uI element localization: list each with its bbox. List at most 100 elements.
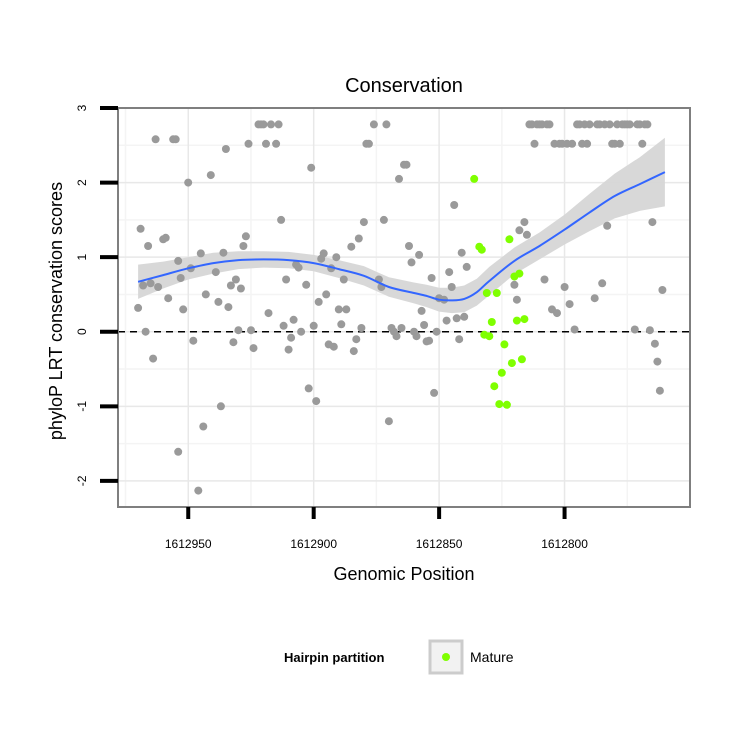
data-point-other (262, 139, 270, 148)
data-point-mature (517, 355, 526, 364)
data-point-other (650, 339, 659, 348)
data-point-other (565, 300, 574, 309)
data-point-other (211, 268, 220, 277)
data-point-other (417, 306, 426, 315)
data-point-other (287, 333, 296, 342)
data-point-other (568, 139, 577, 148)
data-point-other (174, 447, 183, 456)
data-point-other (201, 290, 210, 299)
data-point-other (430, 388, 439, 397)
data-point-other (206, 171, 215, 180)
data-point-other (229, 338, 238, 347)
data-point-other (134, 303, 143, 312)
x-axis-title: Genomic Position (333, 564, 474, 584)
data-point-other (352, 335, 361, 344)
data-point-other (379, 215, 388, 224)
x-tick-label: 1612950 (165, 537, 212, 551)
data-point-other (515, 226, 524, 235)
legend-key-mature-icon (442, 653, 450, 661)
data-point-other (196, 249, 205, 258)
legend-title: Hairpin partition (284, 650, 384, 665)
data-point-other (337, 320, 346, 329)
data-point-other (630, 325, 639, 334)
legend: Hairpin partition Mature (284, 639, 514, 675)
data-point-other (216, 402, 225, 411)
y-tick-label: 2 (75, 179, 89, 186)
data-point-other (259, 120, 268, 129)
data-point-other (349, 347, 358, 356)
data-point-mature (507, 359, 516, 368)
data-point-other (284, 345, 293, 354)
data-point-other (314, 297, 323, 306)
data-point-other (144, 242, 153, 250)
data-point-other (583, 139, 592, 148)
data-point-other (249, 344, 258, 353)
data-point-other (643, 120, 652, 129)
data-point-other (302, 280, 311, 289)
data-point-other (392, 332, 401, 341)
data-point-other (139, 281, 148, 290)
data-point-other (648, 218, 657, 227)
data-point-other (510, 280, 519, 289)
data-point-other (658, 286, 667, 294)
data-point-other (615, 139, 624, 148)
data-point-other (402, 160, 411, 169)
data-point-other (241, 232, 250, 241)
data-point-other (420, 321, 429, 329)
data-point-other (164, 294, 173, 303)
data-point-other (442, 316, 451, 325)
data-point-other (369, 120, 378, 129)
y-tick-label: -1 (75, 401, 89, 412)
y-tick-label: 1 (75, 254, 89, 261)
data-point-other (174, 256, 183, 265)
data-point-other (267, 120, 275, 129)
data-point-other (570, 325, 579, 334)
data-point-other (239, 242, 248, 250)
data-point-other (342, 305, 351, 314)
data-point-other (234, 326, 243, 335)
data-point-other (405, 242, 413, 250)
data-point-other (231, 275, 240, 284)
data-point-other (462, 262, 471, 271)
data-point-other (247, 326, 255, 335)
data-point-other (415, 250, 424, 259)
data-point-other (199, 422, 208, 431)
data-point-other (553, 309, 561, 318)
y-axis-title: phyloP LRT conservation scores (46, 182, 66, 440)
data-point-mature (500, 340, 509, 349)
data-point-other (194, 486, 203, 495)
data-point-other (530, 139, 539, 148)
x-axis-ticks: 1612950 1612900 1612850 1612800 (165, 507, 588, 551)
data-point-other (221, 145, 230, 153)
data-point-other (309, 321, 318, 330)
data-point-other (407, 258, 416, 267)
data-point-other (452, 314, 461, 323)
data-point-other (329, 342, 338, 351)
confidence-band-layer (138, 137, 665, 314)
data-point-other (460, 312, 469, 321)
data-point-other (432, 327, 441, 336)
data-point-other (447, 283, 456, 291)
data-point-other (590, 294, 599, 303)
data-point-other (161, 233, 170, 242)
data-point-other (625, 120, 634, 129)
data-point-other (219, 248, 228, 257)
data-point-mature (492, 289, 501, 297)
data-point-other (382, 120, 391, 129)
data-point-other (522, 230, 531, 239)
data-point-mature (487, 318, 496, 326)
data-point-other (297, 327, 306, 336)
data-point-other (445, 268, 454, 277)
data-point-mature (477, 245, 486, 254)
y-tick-label: 3 (75, 104, 89, 111)
data-point-other (322, 290, 331, 299)
data-point-other (605, 120, 614, 129)
data-point-other (457, 248, 466, 257)
data-point-other (545, 120, 554, 129)
data-point-other (638, 139, 647, 148)
data-point-other (154, 283, 163, 291)
data-point-other (176, 274, 185, 282)
panel-border (117, 107, 691, 508)
data-point-other (171, 135, 180, 144)
